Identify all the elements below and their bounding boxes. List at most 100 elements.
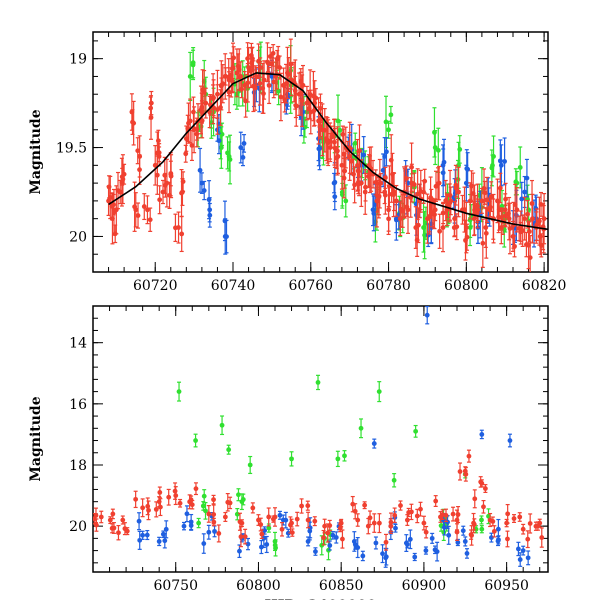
panel-2-point-green (315, 380, 321, 385)
panel-1-point-red (286, 72, 292, 77)
panel-1-point-red (453, 185, 459, 191)
panel-1-point-green (337, 127, 343, 133)
panel-1-point-blue (524, 175, 530, 181)
panel-1-point-red (299, 98, 305, 104)
panel-2-point-red (481, 504, 486, 510)
panel-1-point-red (349, 158, 354, 164)
panel-1-point-red (415, 222, 421, 228)
panel-2-point-blue (206, 529, 212, 535)
panel-1-point-blue (207, 212, 213, 218)
panel-2-ytick-label: 16 (69, 397, 87, 413)
panel-1-point-blue (251, 90, 257, 95)
panel-1-point-red (275, 54, 281, 60)
panel-2-point-blue (371, 441, 377, 446)
panel-1-point-red (386, 216, 392, 222)
panel-2-point-blue (517, 557, 523, 562)
panel-1-point-red (111, 202, 116, 208)
panel-1-point-red (363, 184, 368, 190)
panel-2-point-red (433, 498, 439, 504)
panel-1-point-blue (441, 159, 447, 165)
panel-1-point-red (388, 157, 394, 163)
panel-2-point-red (406, 510, 412, 515)
panel-1-point-blue (206, 197, 212, 203)
panel-1-point-red (194, 131, 200, 137)
panel-2-point-red (414, 513, 420, 519)
panel-1-point-red (226, 89, 232, 95)
panel-2-point-green (391, 477, 397, 483)
panel-1-point-red (462, 207, 467, 212)
panel-1-point-red (437, 228, 443, 234)
panel-2-point-red (511, 516, 517, 521)
panel-2-point-blue (496, 537, 501, 543)
panel-2-point-blue (424, 312, 430, 318)
panel-2-point-red (337, 525, 343, 531)
panel-1-point-red (119, 174, 125, 180)
panel-2-point-green (376, 389, 382, 395)
panel-1-point-red (464, 234, 470, 240)
panel-2-point-blue (333, 535, 339, 540)
panel-2-point-red (270, 516, 276, 522)
panel-1-point-red (168, 173, 174, 179)
panel-1-point-red (534, 222, 540, 228)
panel-1-point-blue (317, 146, 323, 151)
panel-1-point-red (431, 211, 437, 217)
panel-2-point-red (93, 516, 97, 522)
panel-1-point-red (245, 56, 251, 62)
panel-2-point-blue (460, 528, 466, 534)
panel-2-point-blue (140, 532, 146, 538)
panel-2-point-red (469, 533, 475, 538)
panel-1-point-red (155, 138, 161, 144)
panel-2-point-red (133, 496, 139, 502)
panel-2-point-blue (285, 530, 291, 536)
panel-2-point-blue (383, 554, 389, 560)
panel-2-point-red (188, 497, 194, 503)
panel-2-point-blue (434, 549, 440, 555)
panel-1-point-red (409, 164, 414, 170)
panel-2-point-blue (489, 535, 494, 541)
panel-2-point-blue (144, 532, 150, 538)
panel-1-point-red (260, 85, 266, 91)
panel-1-point-red (377, 181, 383, 187)
panel-2-xtick-label: 60950 (484, 578, 529, 594)
panel-2-point-blue (455, 540, 461, 545)
panel-2-ytick-label: 20 (69, 519, 87, 535)
panel-1-point-green (386, 127, 391, 133)
panel-2-point-blue (264, 542, 270, 547)
panel-1-point-red (503, 213, 509, 219)
panel-2-point-blue (464, 551, 470, 556)
panel-1-point-blue (384, 149, 389, 155)
panel-2-point-red (421, 520, 427, 526)
panel-2-point-red (450, 511, 456, 517)
panel-1-point-red (135, 148, 141, 154)
panel-1-point-red (173, 225, 178, 231)
panel-1-point-red (148, 105, 154, 111)
panel-1-point-green (352, 140, 358, 146)
panel-1-point-green (227, 157, 233, 162)
panel-1-point-red (257, 80, 263, 86)
panel-1-point-red (238, 74, 244, 79)
panel-2-point-green (196, 520, 202, 526)
panel-2-plot-area (93, 306, 545, 568)
panel-1-point-red (525, 211, 530, 217)
panel-1-point-red (463, 225, 469, 230)
panel-2-point-blue (245, 541, 251, 547)
panel-2-point-red (98, 514, 104, 520)
panel-1-point-red (147, 217, 153, 223)
panel-2-point-red (455, 512, 461, 517)
panel-1-point-green (432, 129, 437, 135)
panel-2-point-red (250, 505, 256, 511)
panel-1-frame (92, 31, 549, 273)
panel-1-point-green (421, 225, 426, 230)
panel-1-point-red (456, 189, 461, 195)
panel-2-point-blue (283, 517, 289, 523)
panel-1-point-red (415, 191, 421, 197)
panel-2-point-green (201, 493, 207, 499)
panel-2-point-red (153, 506, 159, 512)
panel-1-point-blue (502, 159, 508, 164)
panel-2-point-red (463, 471, 469, 477)
panel-1-point-red (335, 148, 340, 154)
panel-2-point-red (505, 511, 511, 517)
panel-1-point-red (527, 229, 532, 234)
panel-1-point-red (332, 139, 337, 145)
panel-2-point-red (392, 512, 398, 518)
